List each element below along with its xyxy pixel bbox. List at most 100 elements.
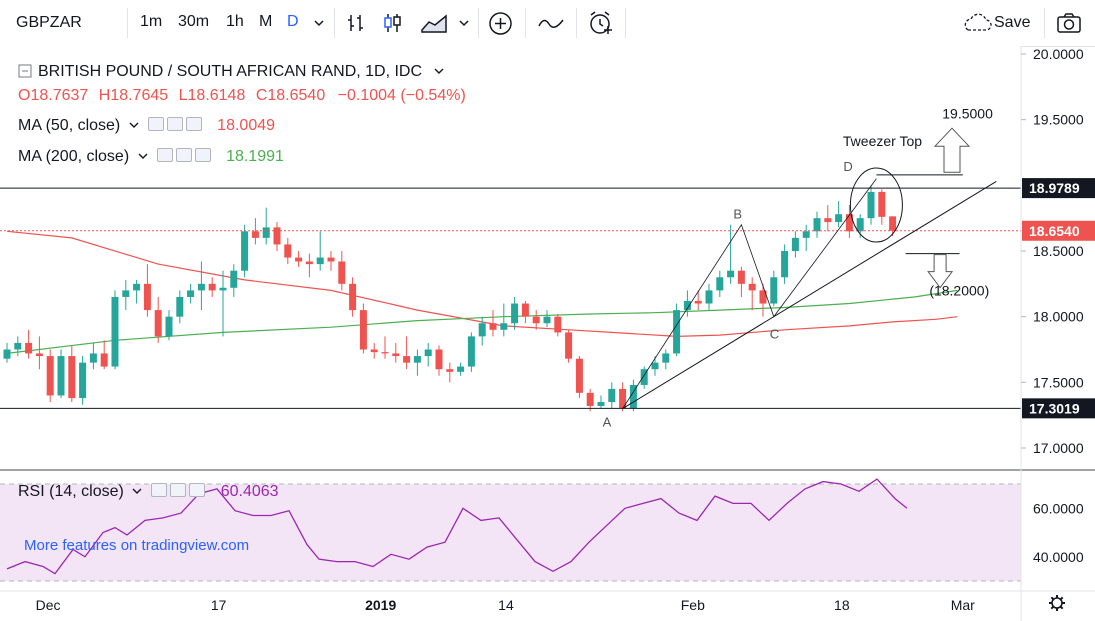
ma200-value: 18.1991 — [226, 148, 284, 165]
candle-body — [100, 353, 108, 367]
trendline — [622, 180, 997, 410]
add-indicator-icon[interactable] — [488, 11, 513, 36]
chevron-down-icon[interactable] — [128, 120, 140, 130]
toolbar-divider — [1044, 8, 1045, 38]
symbol-title: BRITISH POUND / SOUTH AFRICAN RAND, 1D, … — [38, 63, 423, 80]
high-value: 18.7645 — [110, 87, 169, 104]
candles-icon[interactable] — [382, 12, 404, 34]
settings-icon[interactable] — [166, 117, 183, 131]
close-value: 18.6540 — [267, 87, 326, 104]
candle-body — [791, 237, 799, 251]
candle-body — [25, 342, 33, 354]
level-price-label: 17.3019 — [1029, 400, 1080, 416]
ma50-legend[interactable]: MA (50, close) 18.0049 — [18, 117, 275, 135]
candle-body — [737, 270, 745, 284]
candle-body — [770, 277, 778, 304]
rsi-value: 60.4063 — [220, 483, 279, 500]
candle-body — [403, 356, 411, 363]
candle-body — [694, 300, 702, 304]
symbol-name: GBPZAR — [16, 14, 82, 31]
candle-body — [176, 296, 184, 317]
rsi-label: RSI (14, close) — [18, 483, 124, 500]
candle-body — [802, 231, 810, 238]
settings-icon[interactable] — [170, 483, 187, 497]
remove-icon[interactable] — [194, 148, 211, 162]
remove-icon[interactable] — [189, 483, 206, 497]
symbol-search[interactable]: GBPZAR — [16, 0, 82, 46]
ma200-legend[interactable]: MA (200, close) 18.1991 — [18, 148, 284, 166]
candle-body — [511, 303, 519, 324]
chevron-down-icon[interactable] — [313, 17, 325, 29]
candle-body — [597, 402, 605, 406]
candle-body — [727, 270, 735, 278]
candle-body — [759, 290, 767, 304]
interval-1h[interactable]: 1h — [226, 13, 244, 30]
gear-tooth — [1059, 596, 1064, 601]
candle-body — [68, 356, 76, 399]
area-chart-icon[interactable] — [420, 12, 450, 34]
settings-icon[interactable] — [175, 148, 192, 162]
candle-body — [662, 353, 670, 363]
price-tick-label: 18.5000 — [1033, 243, 1084, 259]
cloud-icon — [964, 13, 992, 31]
candle-body — [489, 323, 497, 330]
price-tick-label: 18.0000 — [1033, 309, 1084, 325]
interval-30m[interactable]: 30m — [178, 13, 210, 30]
chevron-down-icon[interactable] — [131, 486, 143, 496]
interval-month[interactable]: M — [259, 13, 273, 30]
candle-body — [46, 356, 54, 396]
tweezer-ellipse — [849, 167, 903, 243]
rsi-legend[interactable]: RSI (14, close) 60.4063 — [18, 483, 279, 501]
gear-tooth — [1059, 605, 1064, 610]
candle-body — [835, 214, 843, 223]
candle-body — [500, 323, 508, 330]
open-label: O — [18, 87, 31, 104]
settings-gear-icon[interactable] — [1049, 595, 1065, 611]
close-label: C — [255, 87, 268, 104]
candle-body — [629, 384, 637, 409]
candle-body — [89, 353, 97, 363]
chevron-down-icon[interactable] — [458, 17, 470, 29]
gear-ring — [1051, 597, 1063, 609]
candle-body — [197, 283, 205, 291]
remove-icon[interactable] — [185, 117, 202, 131]
ma200-label: MA (200, close) — [18, 148, 130, 165]
low-value: 18.6148 — [187, 87, 246, 104]
interval-day[interactable]: D — [287, 13, 299, 30]
change-value: −0.1004 (−0.54%) — [337, 87, 466, 104]
collapse-icon[interactable] — [18, 64, 32, 78]
point-label-d: D — [843, 159, 852, 174]
candle-body — [467, 336, 475, 367]
candle-body — [316, 257, 324, 265]
chevron-down-icon[interactable] — [137, 151, 149, 161]
bar-chart-icon[interactable] — [345, 12, 367, 34]
candle-body — [122, 290, 130, 297]
candle-body — [446, 369, 454, 372]
open-value: 18.7637 — [30, 87, 89, 104]
candle-body — [370, 349, 378, 353]
candle-body — [305, 261, 313, 265]
visibility-icon[interactable] — [147, 117, 164, 131]
indicators-icon[interactable] — [537, 12, 565, 34]
visibility-icon[interactable] — [151, 483, 168, 497]
watermark-link[interactable]: More features on tradingview.com — [24, 537, 250, 554]
candle-body — [230, 270, 238, 288]
interval-1m[interactable]: 1m — [140, 13, 163, 30]
price-tick-label: 17.5000 — [1033, 374, 1084, 390]
candle-body — [889, 216, 897, 231]
visibility-icon[interactable] — [156, 148, 173, 162]
save-label: Save — [994, 14, 1031, 31]
chevron-down-icon[interactable] — [433, 66, 445, 76]
candle-body — [284, 244, 292, 258]
legend-title-row: BRITISH POUND / SOUTH AFRICAN RAND, 1D, … — [18, 63, 445, 81]
save-button[interactable]: Save — [960, 0, 1030, 46]
candle-body — [57, 356, 65, 396]
candle-body — [241, 231, 249, 271]
ma50-label: MA (50, close) — [18, 117, 121, 134]
chart-canvas[interactable]: 18.9789 17.3019 18.6540 A B C D Tweezer Top 19.… — [0, 46, 1095, 621]
toolbar-divider — [478, 8, 479, 38]
alarm-clock-icon[interactable] — [587, 10, 613, 36]
candle-body — [586, 392, 594, 406]
time-axis-label: Feb — [681, 597, 705, 613]
camera-icon[interactable] — [1056, 12, 1082, 34]
